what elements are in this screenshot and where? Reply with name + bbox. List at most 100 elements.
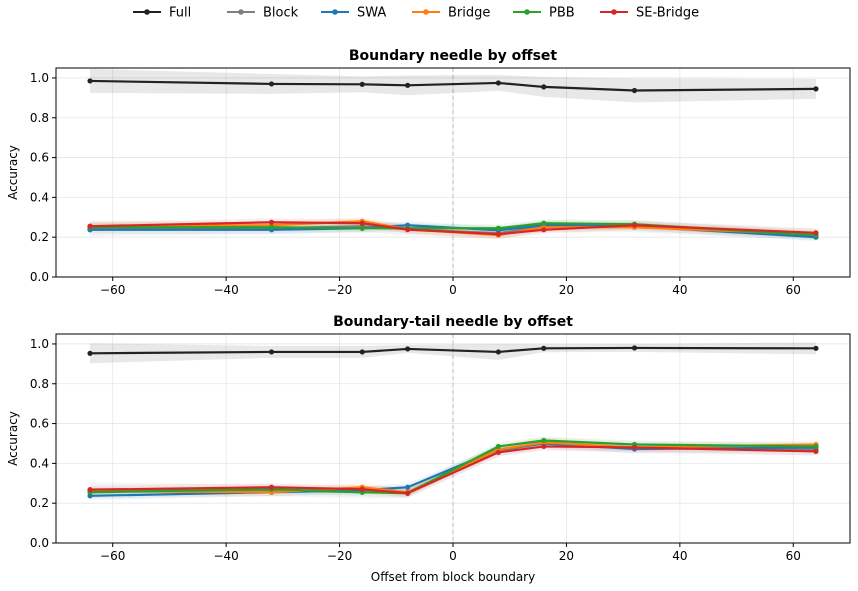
top-point-se-bridge [359,220,365,226]
bottom-chart-panel: −60 −40 −20 0 20 40 60 0.0 0.2 0.4 0.6 0.8 1.0 Bounda… [6,314,851,584]
x-tick-label: 0 [449,549,457,563]
top-point-full [631,87,638,94]
x-tick-label: 0 [449,283,457,297]
top-point-se-bridge [813,230,819,236]
legend-label-block: Block [263,6,299,21]
top-point-full [268,81,275,87]
top-line-se-bridge [90,221,817,236]
legend-item-se-bridge: SE-Bridge [600,6,699,21]
y-tick-label: 0.6 [30,151,49,165]
y-tick-label: 0.8 [30,377,49,391]
y-tick-label: 0.2 [30,230,49,244]
legend-marker-pbb [524,9,530,15]
top-point-pbb [495,225,501,231]
legend-item-swa: SWA [321,6,386,21]
top-point-full [541,84,547,90]
top-series-full [87,78,819,94]
bottom-point-se-bridge [268,484,275,490]
y-tick-label: 1.0 [30,71,49,85]
bottom-point-swa [405,484,411,490]
legend: Full Block SWA Bridge PBB SE-Bridge [133,6,699,21]
x-tick-label: 60 [786,283,801,297]
legend-label-bridge: Bridge [448,6,490,21]
x-tick-label: −60 [100,549,125,563]
y-tick-label: 0.8 [30,111,49,125]
bottom-point-se-bridge [541,443,547,450]
top-series-se-bridge [87,219,819,237]
legend-label-full: Full [169,6,191,21]
y-tick-label: 0.2 [30,496,49,510]
bottom-point-se-bridge [813,448,819,455]
top-point-full [87,78,93,84]
bottom-point-full [631,345,638,351]
legend-item-block: Block [227,6,299,21]
y-tick-label: 0.6 [30,417,49,431]
x-tick-label: 20 [559,283,574,297]
legend-item-full: Full [133,6,191,21]
top-point-pbb [541,220,547,226]
bottom-point-se-bridge [495,449,501,456]
bottom-series-se-bridge [87,443,819,496]
bottom-point-full [359,349,365,355]
bottom-band-pbb [90,436,816,498]
x-tick-label: 20 [559,549,574,563]
legend-marker-block [238,9,244,15]
bottom-point-se-bridge [405,490,411,496]
top-point-full [405,82,411,88]
bottom-point-full [495,349,501,355]
bottom-point-full [813,345,819,351]
top-point-se-bridge [87,223,93,229]
bottom-y-axis-label: Accuracy [6,411,20,466]
bottom-point-pbb [541,437,547,444]
bottom-line-full [90,346,816,355]
x-tick-label: −20 [327,283,352,297]
bottom-point-full [541,345,547,351]
bottom-series-full [87,345,819,356]
top-point-se-bridge [405,227,411,233]
legend-marker-se-bridge [611,9,617,15]
top-chart-panel: −60 −40 −20 0 20 40 60 0.0 0.2 0.4 0.6 0.8 1.0 Bounda… [6,48,851,297]
top-chart-title: Boundary needle by offset [349,48,558,64]
x-tick-label: −40 [213,549,238,563]
legend-label-swa: SWA [357,6,386,21]
top-point-se-bridge [268,219,275,225]
bottom-point-swa [87,493,93,499]
bottom-point-pbb [495,443,501,450]
top-y-axis-label: Accuracy [6,145,20,200]
x-tick-label: −60 [100,283,125,297]
legend-label-pbb: PBB [549,6,575,21]
bottom-point-full [268,349,275,355]
legend-label-se-bridge: SE-Bridge [636,6,699,21]
bottom-line-se-bridge [90,445,816,495]
x-tick-label: −40 [213,283,238,297]
bottom-line-pbb [90,439,816,495]
bottom-point-pbb [813,443,819,450]
bottom-point-full [87,350,93,356]
top-band-full [90,68,816,103]
top-point-se-bridge [631,222,638,228]
x-tick-label: 40 [672,549,687,563]
legend-marker-swa [332,9,338,15]
top-line-pbb [90,222,817,237]
top-point-pbb [268,224,275,230]
bottom-point-se-bridge [87,487,93,493]
bottom-point-full [405,346,411,352]
legend-marker-full [144,9,150,15]
bottom-point-se-bridge [359,486,365,492]
y-tick-label: 1.0 [30,337,49,351]
top-point-full [495,80,501,86]
bottom-point-se-bridge [631,444,638,451]
x-tick-label: 60 [786,549,801,563]
top-point-full [813,86,819,92]
top-point-se-bridge [541,227,547,233]
y-tick-label: 0.4 [30,190,49,204]
top-point-pbb [359,225,365,231]
y-tick-label: 0.0 [30,536,49,550]
y-tick-label: 0.0 [30,270,49,284]
y-tick-label: 0.4 [30,456,49,470]
x-tick-label: 40 [672,283,687,297]
legend-item-pbb: PBB [513,6,575,21]
x-tick-label: −20 [327,549,352,563]
top-line-full [90,79,816,92]
